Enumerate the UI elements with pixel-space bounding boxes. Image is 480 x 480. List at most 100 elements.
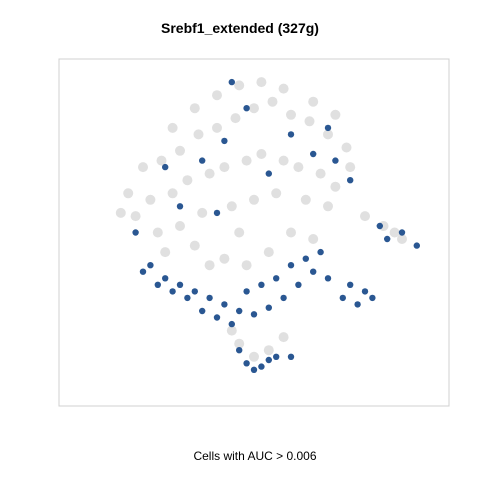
cell-point-high-18 (243, 360, 250, 367)
cell-point-high-10 (295, 281, 302, 288)
cell-point-low-8 (286, 109, 296, 120)
cell-point-low-1 (156, 155, 167, 166)
cell-point-low-23 (130, 211, 141, 222)
cell-point-low-32 (360, 211, 370, 222)
cell-point-high-0 (147, 262, 154, 269)
cell-point-low-59 (278, 332, 289, 343)
cell-point-low-22 (330, 181, 341, 192)
cell-point-high-45 (287, 131, 295, 138)
cell-point-low-36 (212, 90, 222, 101)
cell-point-high-25 (228, 320, 235, 328)
cell-point-low-45 (123, 188, 134, 199)
cell-point-low-10 (323, 129, 333, 140)
cell-point-low-14 (182, 175, 193, 186)
cell-point-low-58 (263, 345, 274, 356)
cell-point-high-19 (250, 366, 258, 373)
cell-point-low-60 (226, 325, 237, 336)
cell-point-high-31 (139, 268, 147, 275)
cell-point-high-15 (361, 288, 369, 295)
cell-point-high-46 (310, 150, 317, 158)
cell-point-high-43 (176, 203, 184, 210)
cell-point-low-6 (249, 103, 259, 114)
cell-point-low-41 (167, 122, 178, 133)
cell-point-high-42 (213, 209, 221, 217)
cell-point-low-40 (189, 103, 200, 114)
cell-point-high-44 (132, 229, 139, 236)
cell-point-low-54 (219, 253, 230, 264)
cell-point-low-13 (167, 188, 178, 199)
cell-point-low-21 (315, 168, 326, 179)
cell-point-high-49 (199, 157, 206, 164)
cell-point-high-12 (324, 275, 332, 282)
cell-point-high-35 (317, 248, 324, 256)
cell-point-high-33 (287, 262, 295, 269)
cell-point-high-24 (287, 353, 295, 360)
cell-point-high-5 (221, 301, 228, 308)
cell-point-low-4 (212, 122, 222, 133)
cell-point-high-11 (310, 268, 317, 275)
cell-point-high-40 (413, 242, 420, 249)
cell-point-high-8 (265, 304, 272, 311)
cell-point-low-9 (304, 116, 315, 127)
cell-point-low-12 (145, 194, 156, 205)
cell-point-high-7 (250, 311, 258, 318)
cell-point-low-16 (219, 162, 230, 173)
cell-point-low-27 (226, 201, 237, 212)
cell-point-low-3 (193, 129, 204, 140)
cell-point-high-39 (398, 229, 406, 236)
cell-point-low-57 (249, 351, 259, 362)
cell-point-low-46 (115, 207, 126, 218)
cell-point-high-54 (324, 124, 332, 132)
cell-point-high-13 (339, 294, 346, 302)
cell-point-low-53 (241, 260, 252, 271)
cell-point-low-19 (278, 155, 289, 166)
cell-point-high-6 (236, 307, 243, 315)
cell-point-high-48 (221, 137, 228, 145)
cell-point-high-37 (243, 288, 250, 295)
cell-point-low-35 (397, 234, 407, 244)
cell-point-high-22 (273, 353, 280, 360)
points-layer (115, 77, 420, 373)
cell-point-low-24 (152, 227, 163, 238)
cell-point-high-14 (354, 301, 361, 308)
cell-point-low-20 (293, 162, 304, 173)
cell-point-high-29 (169, 288, 176, 295)
cell-point-low-28 (249, 194, 259, 205)
cell-point-low-2 (175, 145, 185, 156)
cell-point-low-30 (300, 194, 311, 205)
cell-point-low-25 (175, 221, 185, 231)
x-axis-label: Cells with AUC > 0.006 (193, 449, 317, 463)
cell-point-high-50 (265, 170, 272, 177)
cell-point-low-7 (267, 96, 278, 107)
cell-point-high-3 (191, 288, 198, 295)
cell-point-high-28 (184, 294, 191, 302)
cell-point-low-39 (278, 83, 289, 94)
cell-point-high-47 (243, 105, 250, 112)
cell-point-high-23 (236, 347, 243, 354)
cell-point-high-32 (273, 275, 280, 282)
cell-point-low-15 (204, 168, 215, 179)
cell-point-high-30 (154, 281, 161, 288)
cell-point-high-51 (332, 157, 339, 164)
cell-point-high-1 (162, 275, 169, 282)
cell-point-low-31 (323, 201, 333, 212)
cell-point-low-26 (197, 207, 208, 218)
cell-point-high-9 (280, 294, 287, 302)
cell-point-low-52 (263, 247, 274, 258)
cell-point-low-47 (160, 247, 171, 258)
cell-point-high-52 (162, 163, 169, 171)
cell-point-low-0 (138, 162, 148, 173)
cell-point-low-55 (204, 260, 215, 271)
cell-point-high-26 (213, 314, 221, 321)
cell-point-high-36 (258, 281, 265, 288)
cell-point-low-34 (389, 227, 400, 238)
cell-point-low-44 (345, 162, 356, 173)
cell-point-high-2 (176, 281, 184, 288)
cell-point-low-17 (241, 155, 252, 166)
cell-point-high-21 (265, 356, 272, 364)
cell-point-high-27 (199, 307, 206, 315)
cell-point-low-42 (308, 96, 319, 107)
cell-point-high-55 (347, 177, 354, 184)
cell-point-high-4 (206, 294, 213, 302)
